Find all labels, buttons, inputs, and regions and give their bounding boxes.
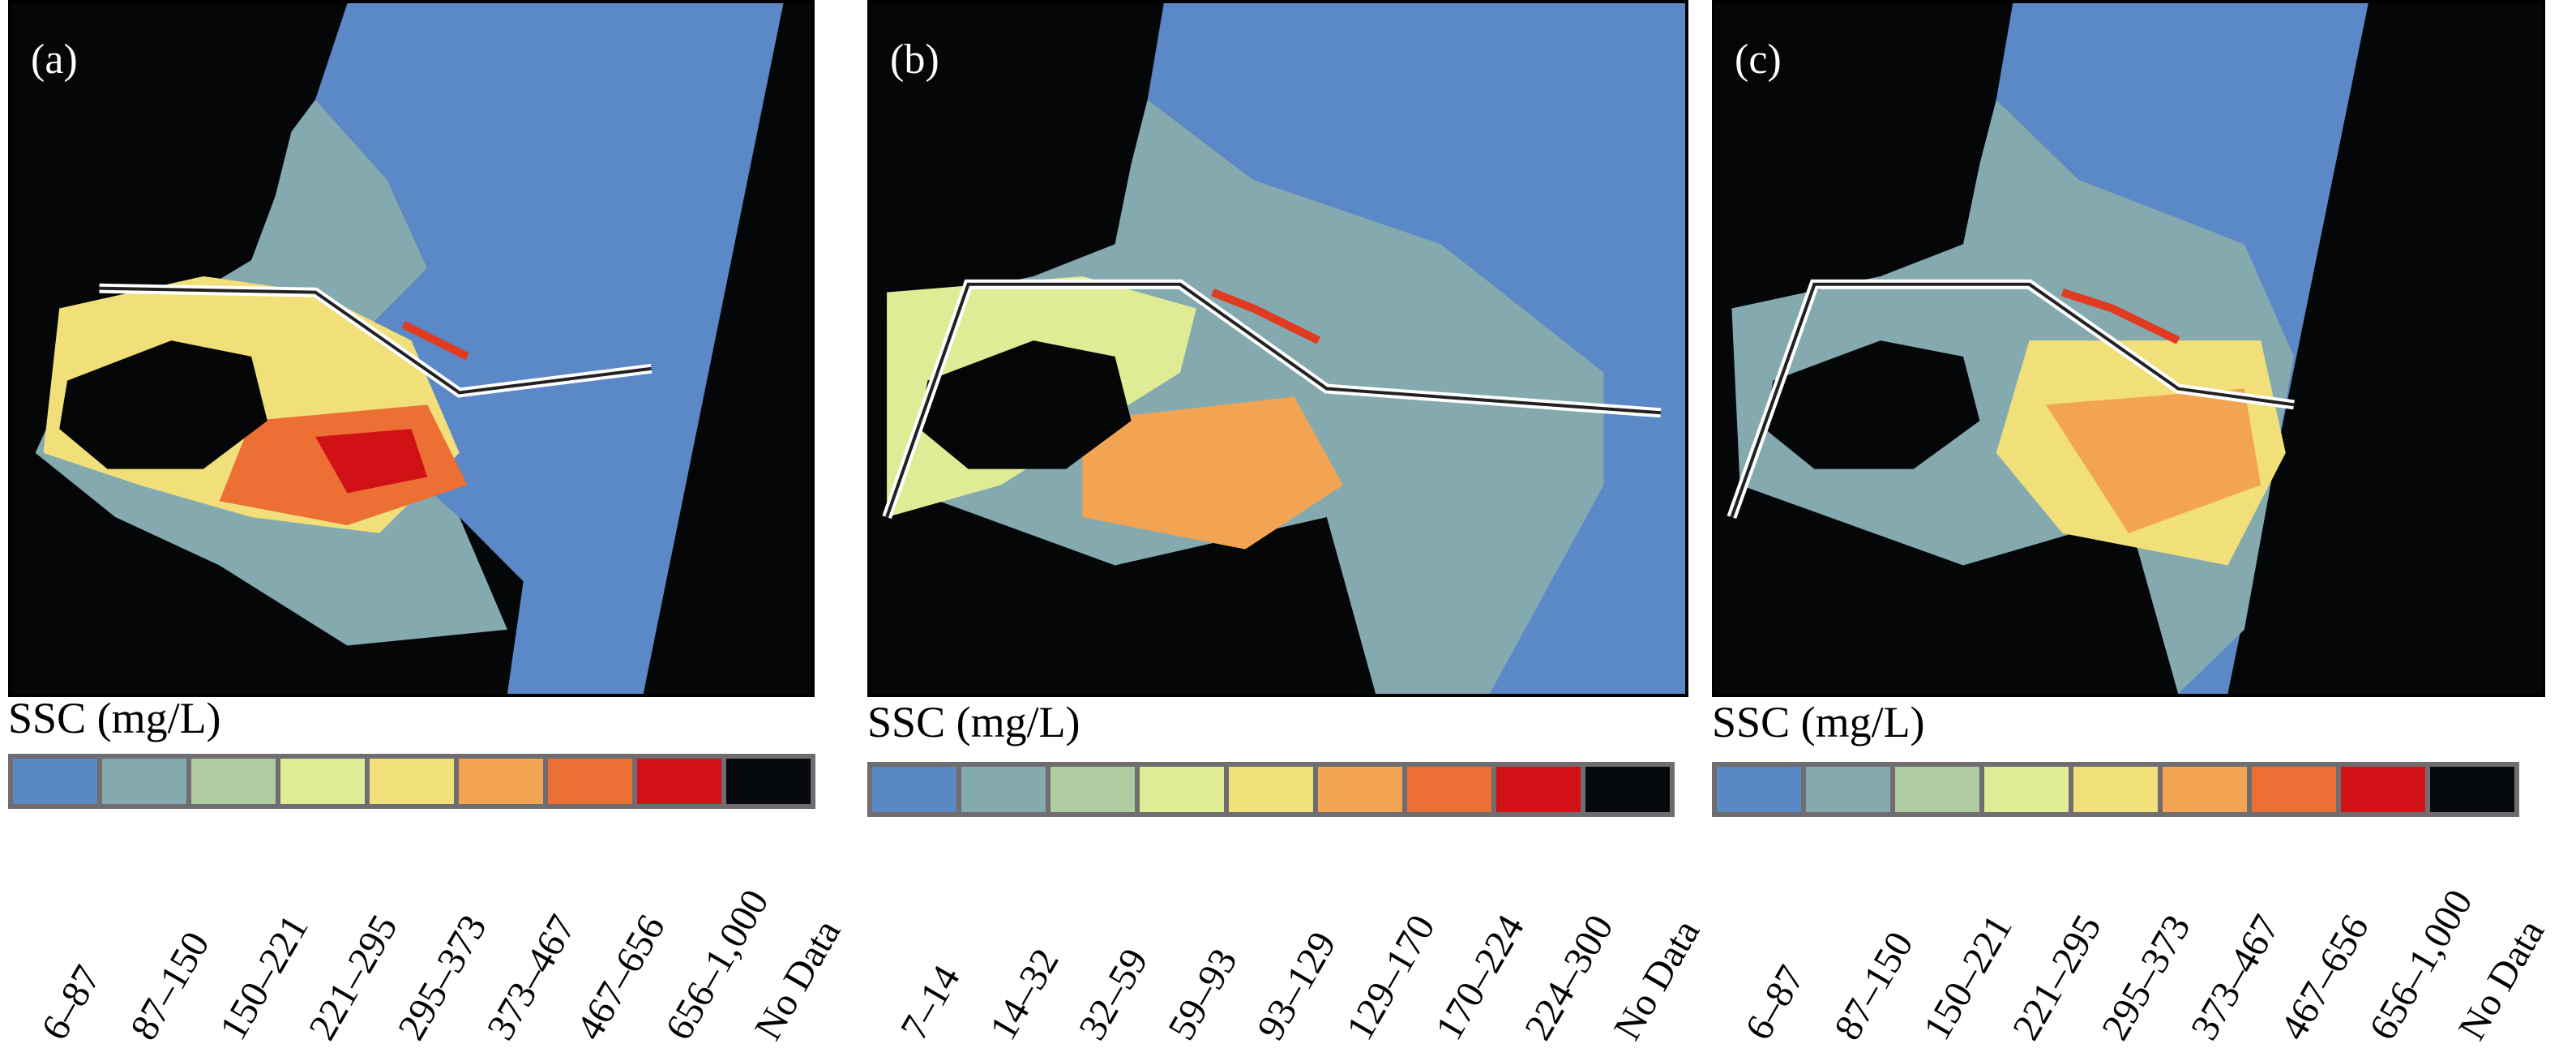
legend-swatch <box>2336 762 2430 817</box>
land-island <box>919 340 1132 469</box>
map-graphic <box>35 3 784 694</box>
legend-swatch <box>1046 762 1140 817</box>
legend-label: 87–150 <box>1825 924 1922 1047</box>
very-high-ssc-zone <box>315 429 428 494</box>
high-ssc-zone <box>1082 396 1343 550</box>
legend-swatch <box>1491 762 1585 817</box>
high-ssc-zone <box>2046 388 2261 533</box>
sediment-plume <box>887 99 1604 694</box>
legend-swatch <box>2425 762 2519 817</box>
channel-line-inner <box>885 282 1661 518</box>
legend-swatch <box>1135 762 1229 817</box>
legend-swatch <box>1581 762 1675 817</box>
ocean <box>315 3 784 694</box>
legend-swatch <box>2158 762 2252 817</box>
legend-label: 59–93 <box>1159 941 1246 1047</box>
map-graphic <box>882 3 1685 694</box>
legend-swatch <box>2247 762 2341 817</box>
legend-label: 87–150 <box>122 924 218 1047</box>
legend-title: SSC (mg/L) <box>8 694 221 742</box>
legend-swatch <box>1712 762 1806 817</box>
panel-label: (c) <box>1735 36 1782 83</box>
land-island <box>59 340 267 469</box>
map-graphic <box>1727 3 2368 694</box>
structure <box>2060 288 2180 344</box>
legend-bar <box>8 754 815 809</box>
legend-swatch <box>1402 762 1496 817</box>
channel-line-inner <box>99 286 652 395</box>
legend-label: 14–32 <box>981 941 1068 1047</box>
legend-swatch <box>1801 762 1895 817</box>
legend-swatch <box>2069 762 2163 817</box>
legend-title: SSC (mg/L) <box>1712 698 1925 746</box>
legend-bar <box>1712 762 2519 817</box>
legend-swatch <box>365 754 459 809</box>
structure <box>1211 289 1320 344</box>
legend-swatch <box>1979 762 2073 817</box>
legend-swatch <box>454 754 548 809</box>
legend-label: 93–129 <box>1248 924 1345 1047</box>
legend-swatch <box>8 754 102 809</box>
legend-swatch <box>276 754 370 809</box>
legend-swatch <box>632 754 726 809</box>
legend-swatch <box>186 754 280 809</box>
legend-swatch <box>97 754 191 809</box>
channel-line-inner <box>1730 282 2295 518</box>
legend-swatch <box>543 754 637 809</box>
legend-swatch <box>1890 762 1984 817</box>
legend-swatch <box>956 762 1051 817</box>
legend-bar <box>867 762 1675 817</box>
legend-label: 32–59 <box>1070 941 1157 1047</box>
ssc-map-a: (a) <box>8 0 815 697</box>
panel-label: (a) <box>31 36 78 83</box>
ssc-map-c: (c) <box>1712 0 2545 697</box>
legend-swatch <box>1313 762 1407 817</box>
ssc-map-b: (b) <box>867 0 1688 697</box>
legend-swatch <box>1224 762 1318 817</box>
legend-title: SSC (mg/L) <box>867 698 1080 746</box>
legend-swatch <box>867 762 961 817</box>
structure <box>401 320 469 361</box>
legend-swatch <box>721 754 815 809</box>
land-island <box>1765 340 1980 469</box>
panel-label: (b) <box>890 36 939 83</box>
